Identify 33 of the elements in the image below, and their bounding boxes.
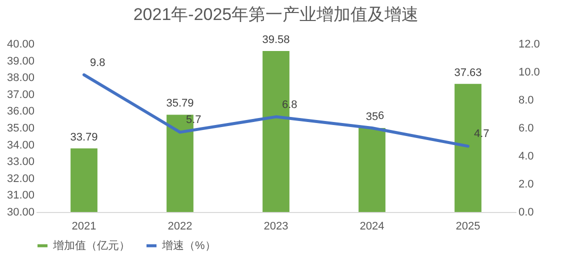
- y-tick-label: 33.00: [6, 156, 34, 168]
- y-tick-label: 30.00: [6, 206, 34, 218]
- y-tick-label: 36.00: [6, 106, 34, 118]
- y-tick-label: 38.00: [6, 72, 34, 84]
- y2-tick-label: 8.0: [518, 94, 534, 106]
- y-tick-label: 34.00: [6, 139, 34, 152]
- y2-tick-label: 4.0: [518, 150, 534, 162]
- y-tick-label: 35.00: [6, 122, 34, 134]
- y2-tick-label: 12.0: [518, 38, 540, 50]
- data-label: 33.79: [70, 131, 98, 144]
- x-tick-label: 2023: [264, 220, 288, 232]
- y-tick-label: 37.00: [6, 88, 34, 101]
- data-label: 35: [366, 111, 378, 123]
- y2-tick-label: 2.0: [518, 178, 534, 190]
- y-tick-label: 40.00: [6, 38, 34, 50]
- data-label: 37.63: [454, 66, 482, 79]
- y-tick-label: 39.00: [6, 55, 34, 68]
- data-label: 39.58: [262, 34, 290, 46]
- y2-tick-label: 0.0: [518, 206, 534, 218]
- x-tick-label: 2024: [360, 220, 384, 232]
- x-tick-label: 2022: [168, 220, 192, 232]
- data-label: 6: [378, 110, 384, 122]
- data-label: 9.8: [90, 56, 106, 69]
- x-tick-label: 2021: [72, 220, 96, 232]
- legend-label: 增速（%）: [161, 238, 216, 252]
- y-tick-label: 31.00: [6, 190, 34, 202]
- y-tick-label: 32.00: [6, 172, 34, 185]
- y2-tick-label: 6.0: [518, 122, 534, 134]
- y2-tick-label: 10.0: [518, 66, 540, 78]
- data-label: 35.79: [166, 98, 194, 110]
- chart-title: 2021年-2025年第一产业增加值及增速: [133, 5, 419, 24]
- legend-label: 增加值（亿元）: [52, 238, 130, 252]
- x-tick-label: 2025: [456, 220, 480, 232]
